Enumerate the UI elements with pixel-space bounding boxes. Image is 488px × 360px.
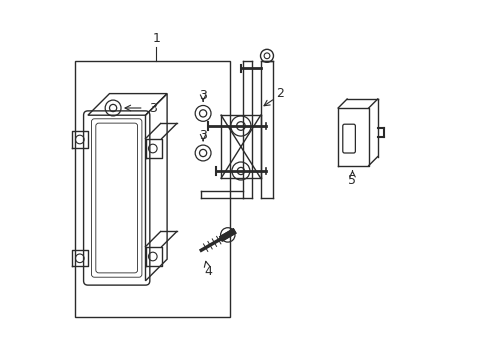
Text: 5: 5	[348, 174, 356, 186]
Text: 3: 3	[149, 102, 157, 114]
Text: 3: 3	[199, 89, 206, 102]
Text: 4: 4	[204, 265, 212, 278]
Bar	[75, 61, 230, 317]
Text: 2: 2	[276, 87, 284, 100]
Text: 3: 3	[199, 129, 206, 141]
Text: 1: 1	[152, 32, 160, 45]
